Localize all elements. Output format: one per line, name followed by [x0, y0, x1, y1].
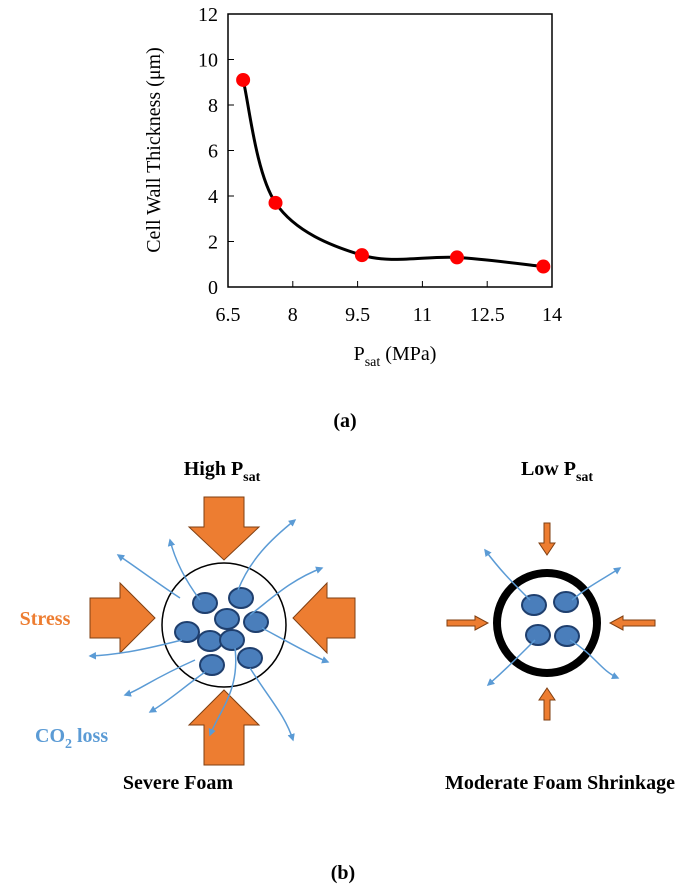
x-axis-label: Psat (MPa)	[354, 343, 437, 370]
left-title: High Psat	[184, 458, 261, 485]
point	[236, 72, 251, 87]
x-tick-label: 14	[542, 304, 562, 326]
point	[268, 195, 283, 210]
y-tick-label: 2	[208, 232, 218, 254]
point	[354, 248, 369, 263]
y-tick-label: 10	[198, 50, 218, 72]
stress-label: Stress	[20, 608, 71, 630]
y-tick-label: 8	[208, 95, 218, 117]
x-tick-label: 9.5	[345, 304, 370, 326]
x-tick-label: 6.5	[216, 304, 241, 326]
y-tick-label: 6	[208, 141, 218, 163]
bubbles	[174, 587, 580, 676]
y-tick-label: 12	[198, 4, 218, 26]
co2-label: CO2 loss	[35, 725, 108, 752]
x-tick-label: 11	[413, 304, 432, 326]
plot-frame	[227, 13, 553, 288]
point	[449, 250, 464, 265]
co2-arrows	[88, 519, 622, 742]
x-tick-label: 12.5	[470, 304, 505, 326]
left-caption: Severe Foam	[123, 772, 233, 794]
x-tick-label: 8	[288, 304, 298, 326]
right-title: Low Psat	[521, 458, 593, 485]
curve	[241, 79, 544, 269]
stress-arrows	[89, 496, 656, 766]
y-tick-label: 4	[208, 186, 218, 208]
diagram: High Psat Low Psat Stress CO2 loss Sever…	[20, 458, 675, 884]
point	[536, 259, 551, 274]
foam-cell	[493, 569, 601, 677]
caption: (a)	[333, 410, 356, 432]
right-caption: Moderate Foam Shrinkage	[445, 772, 675, 794]
caption: (b)	[331, 862, 355, 884]
y-axis-label: Cell Wall Thickness (μm)	[143, 47, 165, 253]
y-tick-label: 0	[208, 277, 218, 299]
